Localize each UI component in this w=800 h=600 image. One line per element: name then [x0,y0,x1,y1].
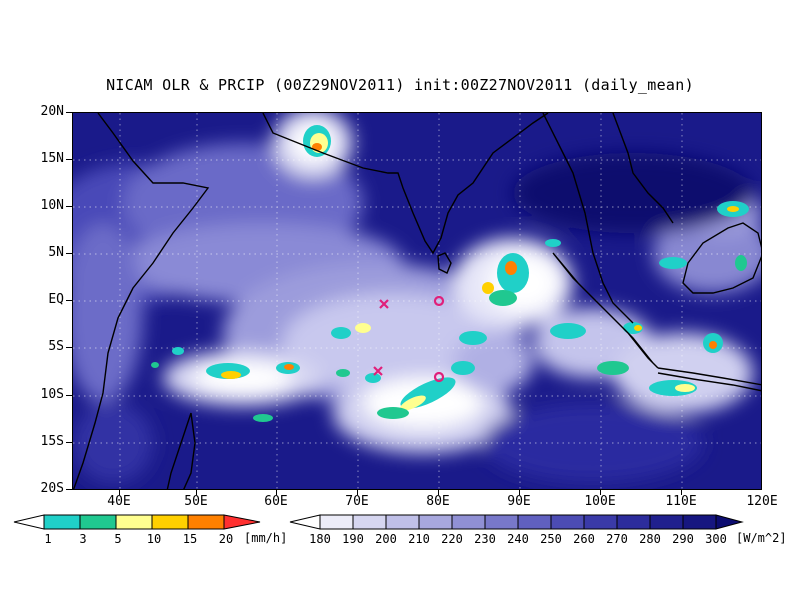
olr-bin-7 [517,514,552,530]
olr-label-250: 250 [540,532,562,546]
olr-bin-13 [715,514,744,530]
precip-bin-1 [43,514,81,530]
olr-bin-12 [682,514,717,530]
lon-label-50e: 50E [184,494,208,509]
precip-colorbar [13,514,264,530]
olr-bin-9 [583,514,618,530]
olr-label-270: 270 [606,532,628,546]
olr-colorbar [289,514,745,530]
olr-bin-1 [319,514,354,530]
olr-bin-5 [451,514,486,530]
olr-bin-8 [550,514,585,530]
olr-label-260: 260 [573,532,595,546]
olr-label-200: 200 [375,532,397,546]
lon-label-80e: 80E [426,494,450,509]
lat-label-eq: EQ [48,292,64,307]
olr-bin-2 [352,514,387,530]
olr-unit: [W/m^2] [736,531,787,545]
precip-label-1: 1 [44,532,52,546]
precip-bin-6 [223,514,261,530]
lat-label-20s: 20S [40,481,64,496]
olr-label-220: 220 [441,532,463,546]
olr-label-280: 280 [639,532,661,546]
circle-marker-1 [433,295,445,307]
cross-marker-1 [379,299,389,309]
precip-label-5: 5 [114,532,122,546]
olr-label-190: 190 [342,532,364,546]
precip-bin-2 [79,514,117,530]
lon-label-70e: 70E [345,494,369,509]
lon-label-90e: 90E [507,494,531,509]
precip-label-20: 20 [218,532,234,546]
olr-precip-map [72,112,762,490]
lat-label-5s: 5S [48,339,64,354]
lat-label-15s: 15S [40,434,64,449]
coastlines [73,113,761,489]
circle-marker-2 [433,371,445,383]
olr-colorbar-svg [289,514,744,530]
lat-label-5n: 5N [48,245,64,260]
precip-bin-5 [187,514,225,530]
olr-bin-4 [418,514,453,530]
lon-label-60e: 60E [264,494,288,509]
precip-label-15: 15 [182,532,198,546]
lon-label-40e: 40E [107,494,131,509]
lat-label-15n: 15N [40,151,64,166]
precip-bin-3 [115,514,153,530]
lat-label-10s: 10S [40,387,64,402]
lon-label-100e: 100E [584,494,616,509]
olr-bin-0 [289,514,321,530]
precip-bin-0 [13,514,45,530]
olr-bin-6 [484,514,519,530]
olr-bin-3 [385,514,420,530]
olr-label-290: 290 [672,532,694,546]
olr-label-210: 210 [408,532,430,546]
lon-label-120e: 120E [746,494,778,509]
lat-label-20n: 20N [40,104,64,119]
precip-label-10: 10 [146,532,162,546]
precip-field [151,125,749,422]
olr-label-300: 300 [705,532,727,546]
precip-label-3: 3 [79,532,87,546]
map-title: NICAM OLR & PRCIP (00Z29NOV2011) init:00… [106,76,694,94]
olr-label-230: 230 [474,532,496,546]
cross-marker-2 [373,366,383,376]
precip-colorbar-svg [13,514,261,530]
olr-label-240: 240 [507,532,529,546]
precip-bin-4 [151,514,189,530]
olr-bin-10 [616,514,651,530]
storm-markers [373,295,445,383]
olr-label-180: 180 [309,532,331,546]
olr-bin-11 [649,514,684,530]
lon-label-110e: 110E [665,494,697,509]
lat-label-10n: 10N [40,198,64,213]
precip-unit: [mm/h] [244,531,288,545]
map-canvas [73,113,761,489]
